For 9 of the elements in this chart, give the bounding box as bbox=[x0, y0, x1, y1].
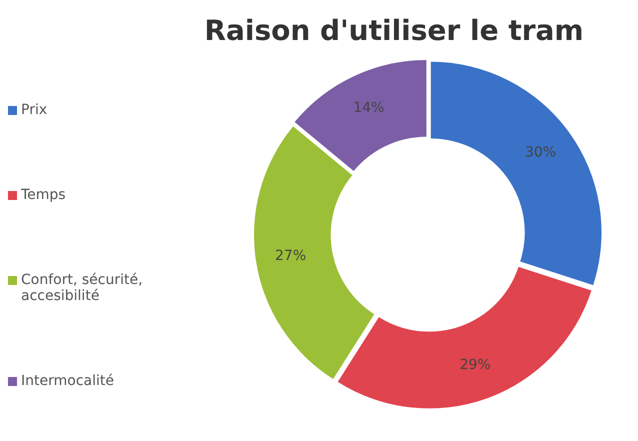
data-label: 29% bbox=[460, 357, 491, 374]
legend-label: Prix bbox=[21, 102, 48, 118]
legend-label: Confort, sécurité, accesibilité bbox=[21, 272, 144, 304]
chart-title: Raison d'utiliser le tram bbox=[203, 14, 585, 47]
legend-label: Intermocalité bbox=[21, 372, 115, 388]
data-label: 27% bbox=[275, 248, 306, 264]
legend-label: Temps bbox=[21, 186, 67, 202]
data-label: 30% bbox=[525, 144, 556, 160]
data-label: 14% bbox=[353, 100, 384, 116]
